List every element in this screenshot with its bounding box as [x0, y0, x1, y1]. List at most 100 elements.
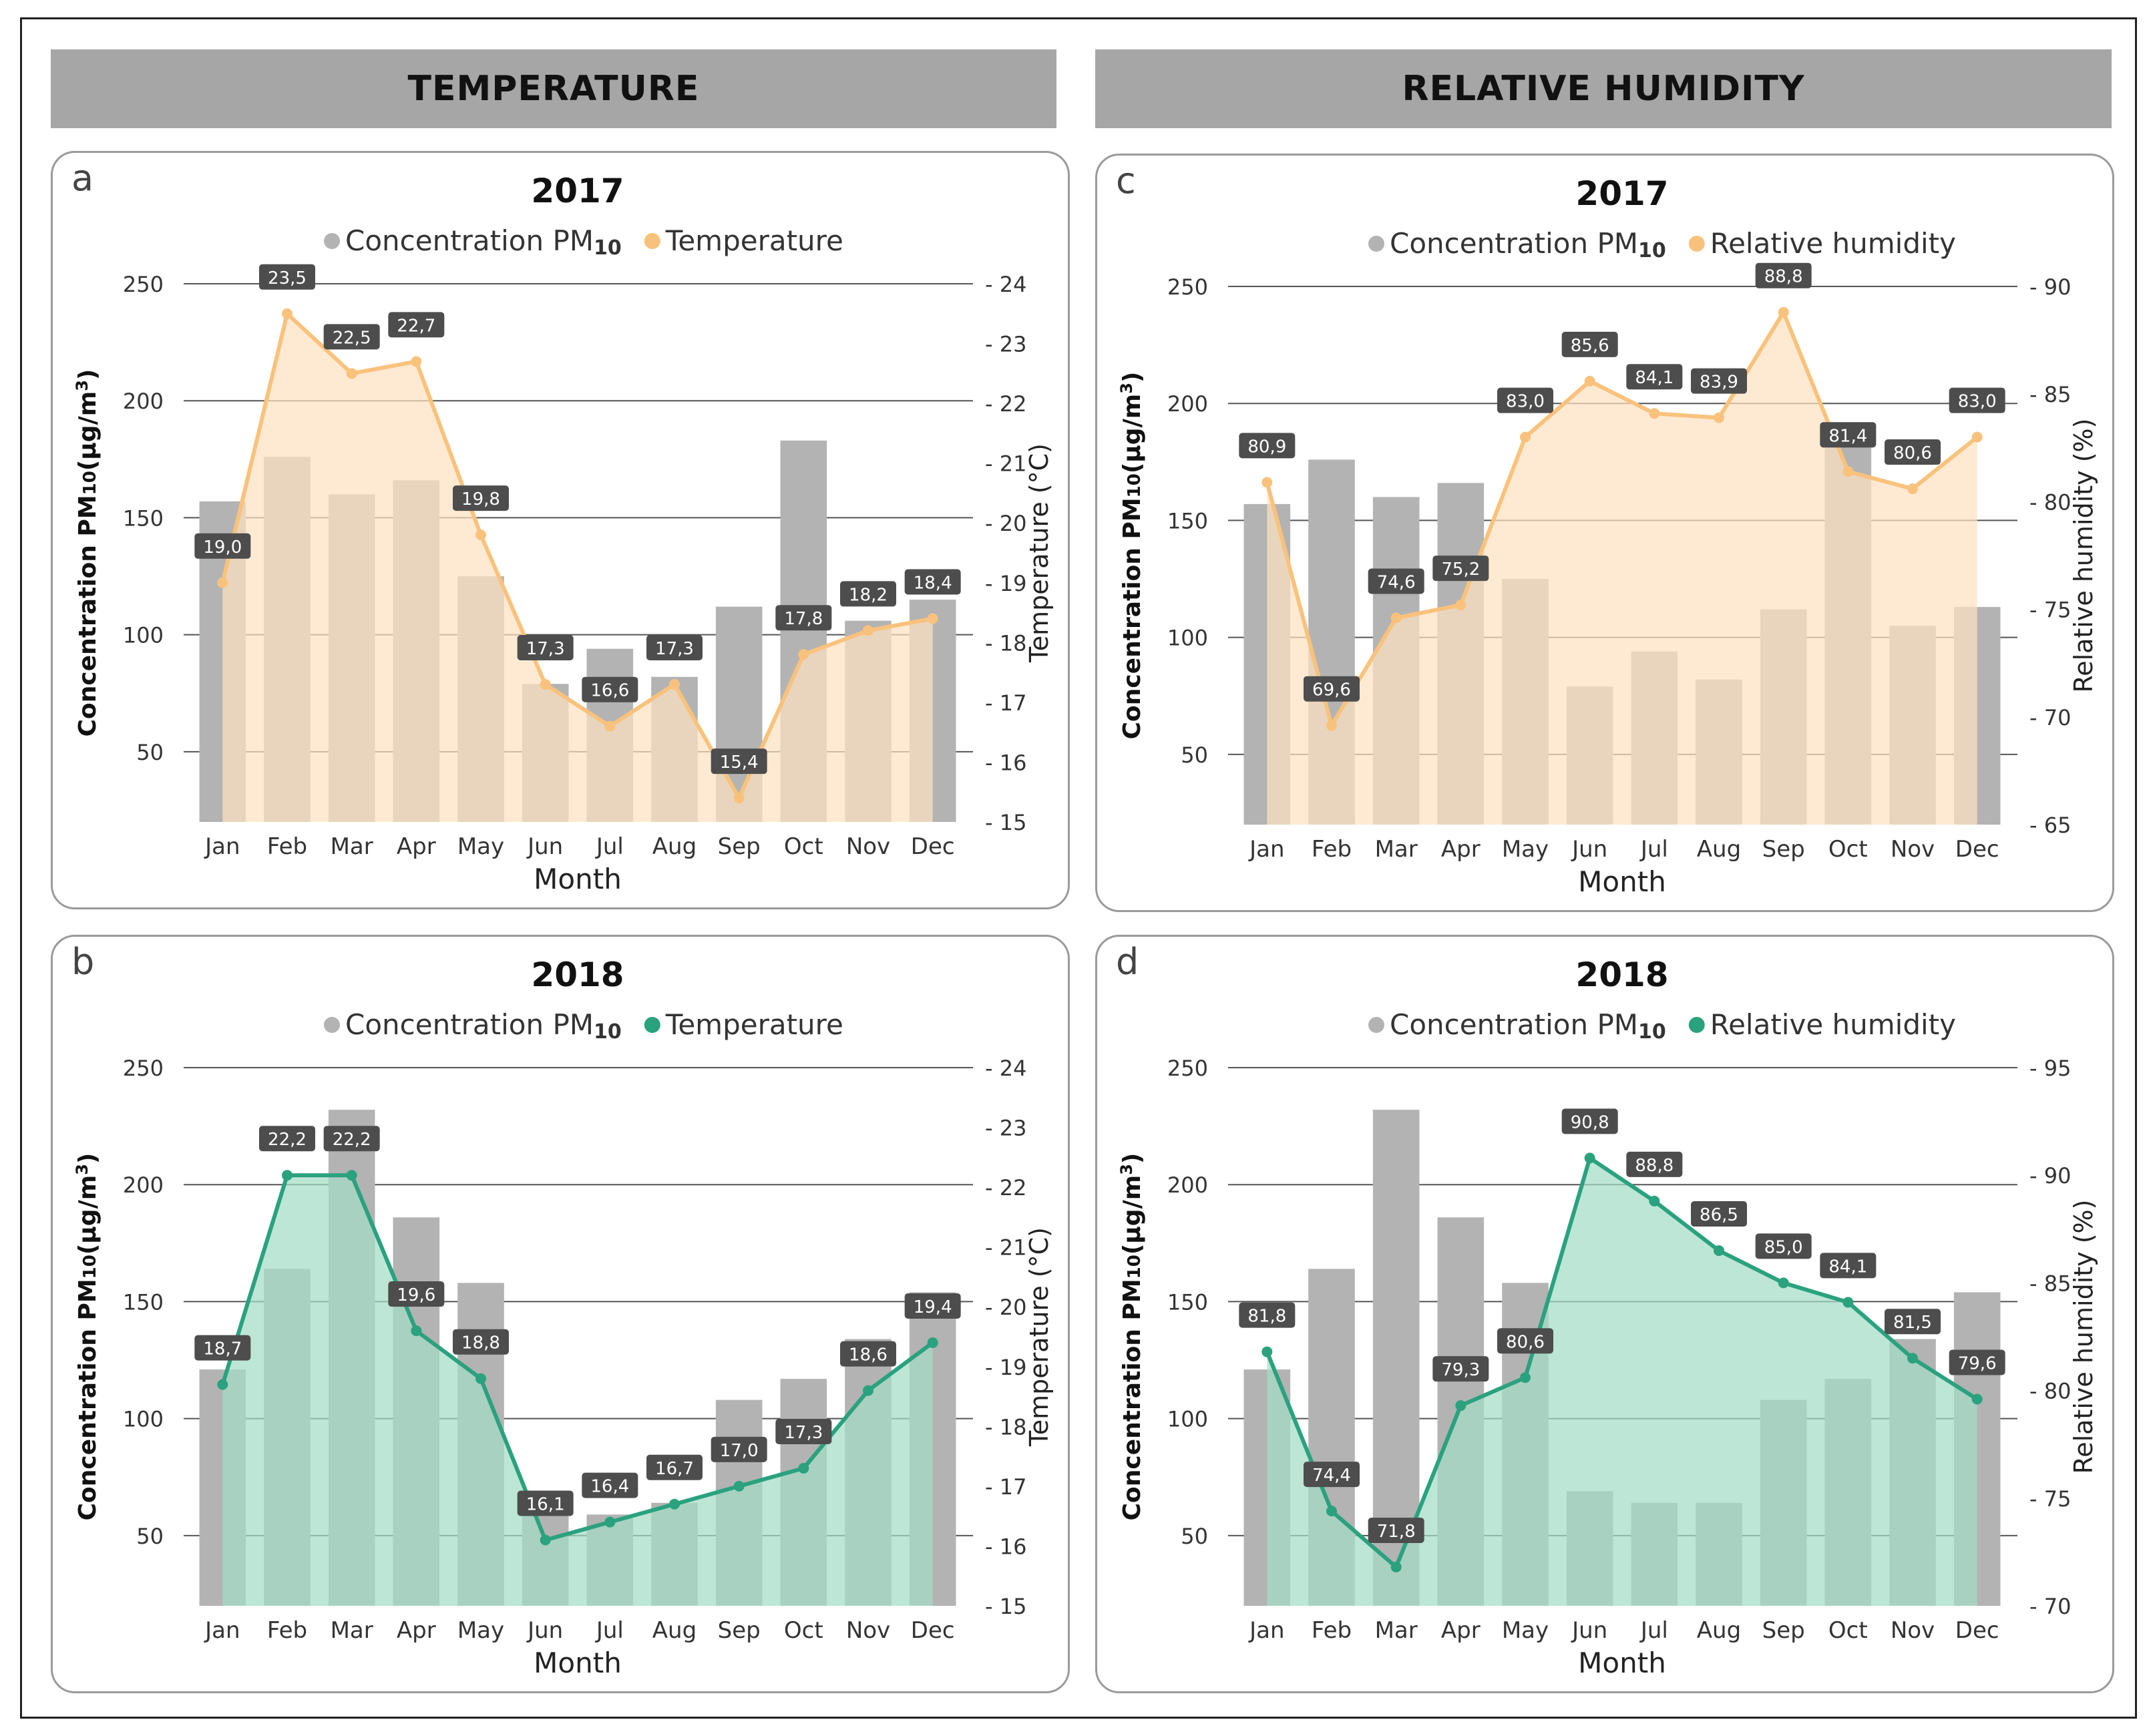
data-label-text: 81,5 [1893, 1313, 1932, 1333]
legend: Concentration PM10 Temperature [324, 1008, 843, 1044]
data-label-text: 19,8 [461, 489, 500, 509]
data-label-box [259, 1126, 315, 1152]
x-axis-label: Month [534, 1647, 622, 1679]
point-dec [927, 1337, 938, 1348]
data-label-jan: 19,0 [194, 533, 251, 559]
panel-b-temperature-2018: b 2018 Concentration PM10 Temperature 50 100 1… [51, 935, 1070, 1693]
data-label-aug: 16,7 [646, 1454, 703, 1480]
y2-tick-label-90: - 90 [2029, 274, 2071, 300]
point-feb [282, 1170, 292, 1181]
x-tick-label-oct: Oct [1828, 836, 1868, 863]
point-jan [1261, 1346, 1273, 1357]
point-nov [1907, 1353, 1918, 1364]
point-jan [217, 577, 228, 588]
y2-tick-label-19: - 19 [985, 571, 1026, 596]
y2-tick-label-18: - 18 [985, 1414, 1026, 1440]
legend-label-1: Temperature [665, 224, 843, 257]
legend-swatch-0 [324, 233, 340, 249]
data-label-jun: 85,6 [1561, 331, 1618, 357]
data-label-box [453, 1329, 509, 1355]
point-sep [1778, 1277, 1789, 1289]
point-dec [1971, 1393, 1983, 1405]
data-label-dec: 79,6 [1949, 1349, 2005, 1375]
legend-swatch-1 [644, 233, 660, 249]
data-label-text: 17,8 [784, 609, 823, 629]
data-label-box [711, 748, 767, 775]
data-label-oct: 17,8 [775, 605, 832, 631]
data-label-text: 22,2 [268, 1130, 307, 1150]
point-apr [411, 1325, 422, 1337]
x-tick-label-sep: Sep [718, 833, 761, 860]
chart-title: 2017 [531, 172, 624, 210]
x-tick-label-oct: Oct [1828, 1617, 1868, 1644]
y2-tick-label-80: - 80 [2029, 1379, 2071, 1404]
y-axis-label: Concentration PM10(µg/m3) [73, 369, 102, 737]
x-tick-label-may: May [1502, 1617, 1549, 1644]
data-label-jan: 81,8 [1239, 1302, 1296, 1328]
data-label-box [1497, 1328, 1553, 1354]
legend-swatch-0 [324, 1017, 340, 1033]
data-label-nov: 81,5 [1885, 1309, 1941, 1335]
panel-c-humidity-2017: c 2017 Concentration PM10 Relative humidity… [1095, 154, 2114, 912]
temperature-section-header: TEMPERATURE [51, 49, 1056, 128]
data-label-text: 22,7 [397, 316, 435, 336]
y2-tick-label-70: - 70 [2029, 705, 2071, 730]
y-tick-label-250: 250 [123, 1056, 164, 1081]
data-label-box [1561, 331, 1618, 357]
data-label-box [1497, 387, 1553, 413]
x-tick-label-apr: Apr [1441, 1617, 1481, 1644]
panel-a-temperature-2017: a 2017 Concentration PM10 Temperature 50 100 1… [51, 151, 1070, 909]
data-label-text: 17,3 [655, 639, 694, 659]
data-label-text: 90,8 [1571, 1112, 1609, 1132]
y2-tick-label-85: - 85 [2029, 1271, 2071, 1296]
point-oct [798, 649, 809, 660]
legend-swatch-0 [1368, 236, 1384, 252]
data-label-box [1885, 1309, 1941, 1335]
panel-letter: c [1116, 160, 1136, 202]
x-tick-label-mar: Mar [331, 833, 373, 860]
x-tick-label-nov: Nov [1891, 836, 1935, 863]
data-label-box [904, 1293, 961, 1319]
data-label-sep: 88,8 [1755, 262, 1812, 288]
x-tick-label-sep: Sep [1762, 836, 1805, 863]
data-label-text: 84,1 [1828, 1257, 1867, 1277]
legend-label-1: Relative humidity [1710, 1008, 1956, 1041]
y-tick-label-200: 200 [1167, 1172, 1208, 1198]
y2-tick-label-24: - 24 [985, 272, 1026, 297]
data-label-sep: 15,4 [711, 748, 767, 775]
data-label-text: 83,0 [1506, 392, 1545, 412]
x-tick-label-nov: Nov [846, 1617, 890, 1644]
data-label-box [1691, 1201, 1747, 1227]
x-tick-label-feb: Feb [1312, 1617, 1352, 1644]
y2-tick-label-80: - 80 [2029, 489, 2071, 515]
y-tick-label-200: 200 [123, 389, 164, 414]
data-label-text: 16,1 [526, 1494, 565, 1514]
x-tick-label-mar: Mar [1375, 836, 1418, 863]
data-label-text: 79,6 [1958, 1353, 1997, 1373]
chart-b: b 2018 Concentration PM10 Temperature 50 100 1… [71, 941, 1054, 1679]
y-tick-label-50: 50 [1181, 742, 1208, 768]
point-aug [669, 679, 680, 690]
data-label-sep: 17,0 [711, 1436, 767, 1462]
data-label-box [1949, 1349, 2005, 1375]
data-label-text: 22,5 [333, 328, 371, 348]
y2-axis-label: Temperature (°C) [1024, 1227, 1054, 1447]
data-label-jun: 17,3 [517, 635, 574, 661]
data-label-box [1626, 364, 1683, 390]
data-label-box [646, 635, 703, 661]
x-axis-label: Month [534, 863, 622, 895]
y2-tick-label-95: - 95 [2029, 1056, 2071, 1081]
point-mar [346, 368, 357, 379]
y2-tick-label-85: - 85 [2029, 382, 2071, 407]
series-line [1265, 310, 1979, 728]
data-label-box [388, 312, 445, 338]
data-label-box [775, 605, 832, 631]
humidity-section-header: RELATIVE HUMIDITY [1095, 49, 2112, 128]
point-jun [1584, 375, 1595, 387]
y-tick-label-100: 100 [1167, 1407, 1208, 1432]
data-label-text: 19,0 [203, 537, 242, 558]
panel-letter: a [71, 157, 93, 199]
series-area [1267, 312, 1977, 825]
point-mar [1390, 612, 1402, 624]
data-label-nov: 18,2 [840, 581, 896, 607]
